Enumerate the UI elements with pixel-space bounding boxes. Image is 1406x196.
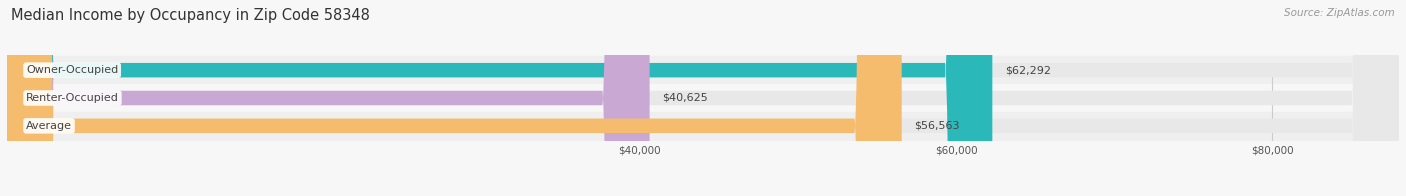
FancyBboxPatch shape [7,0,993,196]
Text: $56,563: $56,563 [914,121,960,131]
Bar [7,56,1399,84]
Text: $40,625: $40,625 [662,93,709,103]
FancyBboxPatch shape [7,0,1399,196]
Bar [7,112,1399,140]
FancyBboxPatch shape [7,0,1399,196]
Text: Owner-Occupied: Owner-Occupied [25,65,118,75]
Text: $62,292: $62,292 [1005,65,1052,75]
Text: Average: Average [25,121,72,131]
FancyBboxPatch shape [7,0,650,196]
FancyBboxPatch shape [7,0,901,196]
Text: Source: ZipAtlas.com: Source: ZipAtlas.com [1284,8,1395,18]
Text: Renter-Occupied: Renter-Occupied [25,93,120,103]
FancyBboxPatch shape [7,0,1399,196]
Text: Median Income by Occupancy in Zip Code 58348: Median Income by Occupancy in Zip Code 5… [11,8,370,23]
Bar [7,84,1399,112]
